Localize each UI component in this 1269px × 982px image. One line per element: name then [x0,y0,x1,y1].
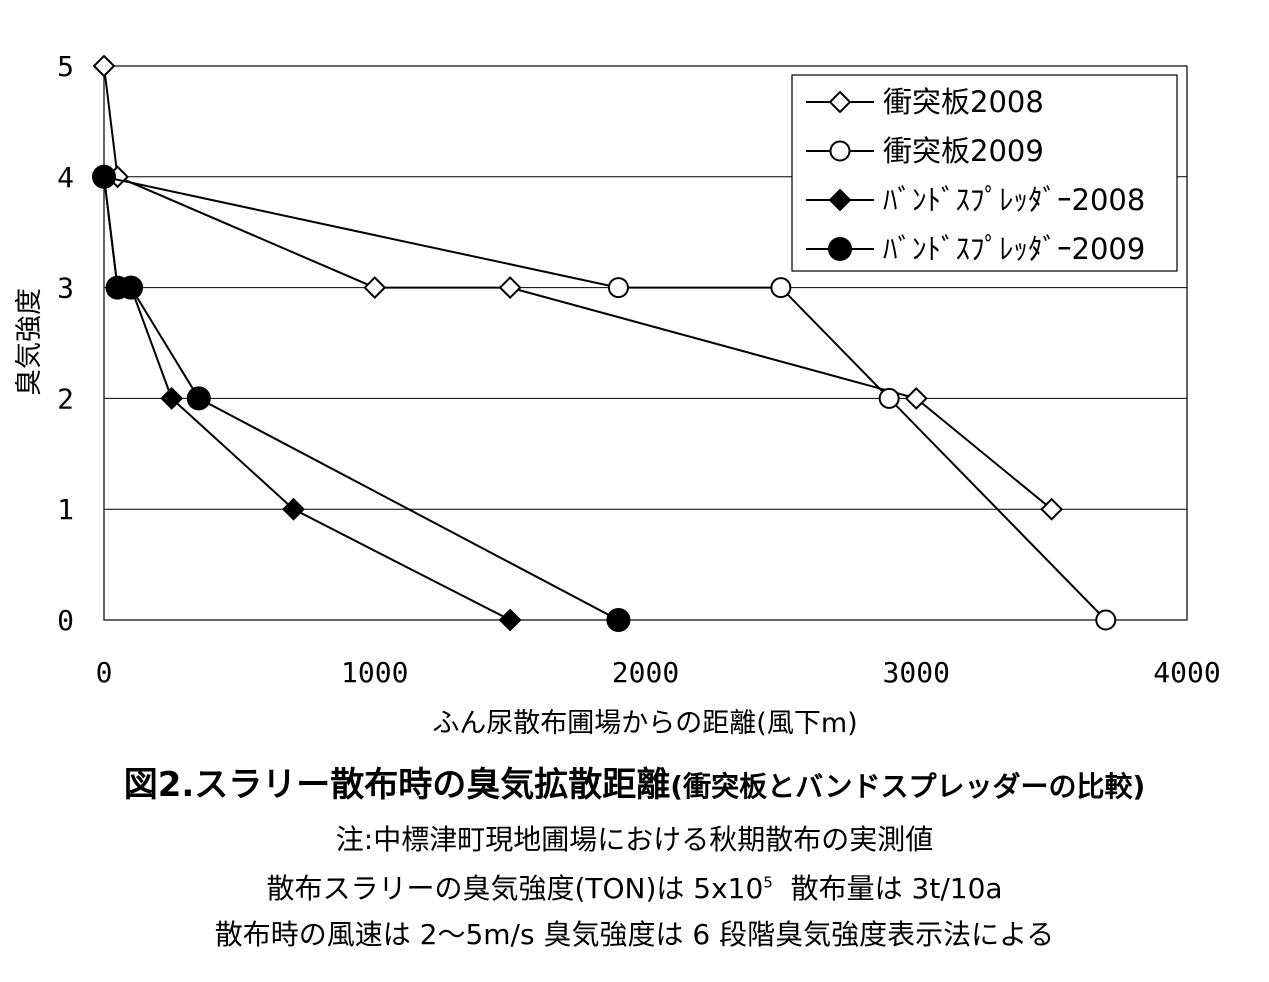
legend-marker [828,188,852,212]
legend-marker [828,90,852,114]
y-tick-label: 2 [57,382,74,415]
data-point [1095,609,1117,631]
data-point [607,277,629,299]
caption-note-wind: 散布時の風速は 2〜5m/s 臭気強度は 6 段階臭気強度表示法による [214,918,1055,951]
legend-label: ﾊﾞﾝﾄﾞｽﾌﾟﾚｯﾀﾞｰ2009 [883,232,1145,266]
legend-label: ﾊﾞﾝﾄﾞｽﾌﾟﾚｯﾀﾞｰ2008 [883,183,1145,217]
series-line [103,65,1053,510]
data-point [498,608,522,632]
data-series [92,54,1117,632]
x-axis-title: ふん尿散布圃場からの距離(風下m) [432,708,857,739]
data-point [160,386,184,410]
data-point [363,276,387,300]
y-tick-label: 5 [57,50,74,83]
caption-note2-rate: 散布量は 3t/10a [772,872,1003,905]
data-point [92,164,116,189]
y-tick-label: 4 [57,161,74,194]
legend-marker [829,140,851,162]
plot-area-frame [103,65,1188,621]
x-tick-labels: 0 1000 2000 3000 4000 [96,656,1221,689]
data-point [606,608,631,632]
data-point [498,276,522,300]
caption-title-main: 図2.スラリー散布時の臭気拡散距離 [123,765,671,805]
data-point [119,275,144,300]
x-tick-label: 1000 [341,656,408,689]
legend: 衝突板2008 衝突板2009 ﾊﾞﾝﾄﾞｽﾌﾟﾚｯﾀﾞｰ2008 ﾊﾞﾝﾄﾞｽﾌﾟﾚ… [791,74,1178,272]
y-tick-label: 0 [57,604,74,637]
caption-note-location: 注:中標津町現地圃場における秋期散布の実測値 [335,823,934,856]
x-tick-label: 0 [96,656,113,689]
y-tick-label: 3 [57,272,74,305]
legend-label: 衝突板2009 [883,134,1044,168]
data-point [878,387,900,409]
x-tick-label: 4000 [1153,656,1220,689]
y-axis-title: 臭気強度 [14,288,45,396]
x-tick-label: 3000 [883,656,950,689]
y-tick-labels: 0 1 2 3 4 5 [57,50,74,637]
figure-caption-title: 図2.スラリー散布時の臭気拡散距離(衝突板とバンドスプレッダーの比較) [0,757,1269,806]
odor-diffusion-chart: 0 1 2 3 4 5 0 1000 2000 3000 4000 臭気強度 ふん尿散布圃場からの… [14,50,1221,739]
caption-title-paren: (衝突板とバンドスプレッダーの比較) [670,770,1146,803]
data-point [282,497,305,521]
legend-box [791,74,1178,272]
legend-label: 衝突板2008 [883,85,1044,119]
caption-note-odor-intensity: 散布スラリーの臭気強度(TON)は 5x105 散布量は 3t/10a [0,867,1269,907]
x-tick-label: 2000 [612,656,679,689]
data-point [1040,497,1064,521]
data-point [770,277,792,299]
series-4 [92,164,631,632]
data-point [92,54,116,78]
data-point [186,386,211,411]
caption-note2-text: 散布スラリーの臭気強度(TON)は 5x10 [266,872,764,905]
data-point [904,386,928,410]
caption-note2-exponent: 5 [763,873,773,892]
legend-marker [828,237,852,261]
y-tick-label: 1 [57,493,74,526]
